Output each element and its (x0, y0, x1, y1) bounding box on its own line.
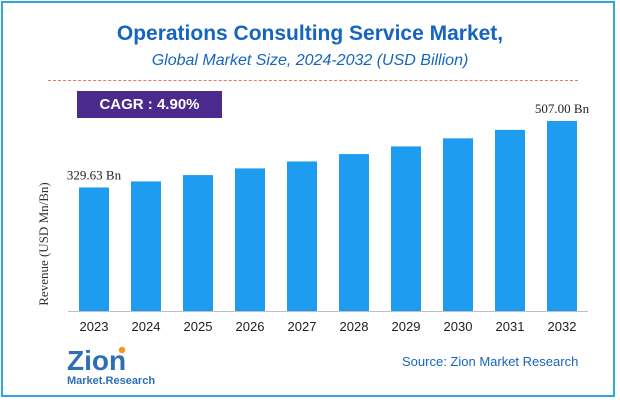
source-note: Source: Zion Market Research (402, 354, 579, 369)
x-tick-label-2023: 2023 (80, 319, 109, 334)
x-tick-label-2030: 2030 (444, 319, 473, 334)
x-tick-label-2024: 2024 (132, 319, 161, 334)
bar-2024 (131, 181, 161, 311)
x-tick-label-2032: 2032 (548, 319, 577, 334)
bar-2028 (339, 154, 369, 311)
x-tick-label-2025: 2025 (184, 319, 213, 334)
bar-2023 (79, 187, 109, 311)
bar-2030 (443, 138, 473, 311)
x-tick-label-2027: 2027 (288, 319, 317, 334)
x-tick-label-2029: 2029 (392, 319, 421, 334)
data-label-2032: 507.00 Bn (535, 101, 590, 116)
cagr-label: CAGR : (99, 96, 153, 113)
title-divider (48, 80, 578, 81)
chart-subtitle: Global Market Size, 2024-2032 (USD Billi… (151, 52, 469, 69)
x-tick-label-2028: 2028 (340, 319, 369, 334)
cagr-value: 4.90% (156, 96, 200, 113)
bar-2025 (183, 175, 213, 311)
bar-2031 (495, 129, 525, 311)
bar-2029 (391, 146, 421, 311)
x-tick-label-2026: 2026 (236, 319, 265, 334)
chart-title: Operations Consulting Service Market, (116, 22, 504, 45)
logo-text-main: Zion (67, 345, 126, 376)
data-label-2023: 329.63 Bn (67, 167, 122, 182)
bar-2026 (235, 168, 265, 311)
x-tick-label-2031: 2031 (496, 319, 525, 334)
logo-text-sub: Market.Research (67, 375, 155, 387)
bar-2032 (547, 121, 577, 311)
zion-logo: Zion Market.Research (67, 345, 155, 387)
bar-2027 (287, 161, 317, 311)
cagr-badge: CAGR : 4.90% (77, 91, 222, 118)
logo-dot (118, 346, 126, 354)
